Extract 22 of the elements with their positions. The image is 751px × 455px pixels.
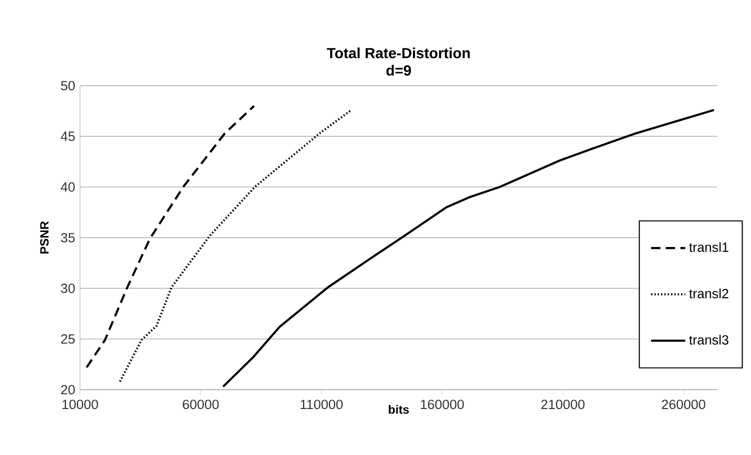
y-tick-label: 35 — [60, 232, 75, 242]
x-tick-label: 160000 — [420, 400, 464, 410]
x-tick-label: 110000 — [300, 400, 343, 410]
line-series — [118, 108, 352, 383]
chart-subtitle: d=9 — [386, 64, 411, 76]
legend-label: transl1 — [689, 242, 728, 252]
x-tick-label: 60000 — [182, 400, 219, 410]
line-series — [86, 104, 256, 368]
x-tick-label: 260000 — [662, 400, 706, 410]
y-tick-label: 25 — [61, 334, 75, 344]
x-tick-label: 210000 — [541, 400, 585, 410]
y-tick-label: 50 — [61, 80, 75, 90]
legend-label: transl3 — [689, 334, 728, 345]
chart-title: Total Rate-Distortion — [326, 48, 470, 58]
y-tick-label: 20 — [61, 384, 75, 394]
x-axis-title: bits — [388, 404, 409, 414]
y-axis-title: PSNR — [40, 221, 49, 254]
y-tick-label: 45 — [60, 132, 75, 141]
x-tick-label: 10000 — [62, 400, 98, 410]
legend-label: transl2 — [689, 288, 728, 298]
y-tick-label: 30 — [60, 284, 75, 294]
y-tick-label: 40 — [60, 182, 75, 192]
